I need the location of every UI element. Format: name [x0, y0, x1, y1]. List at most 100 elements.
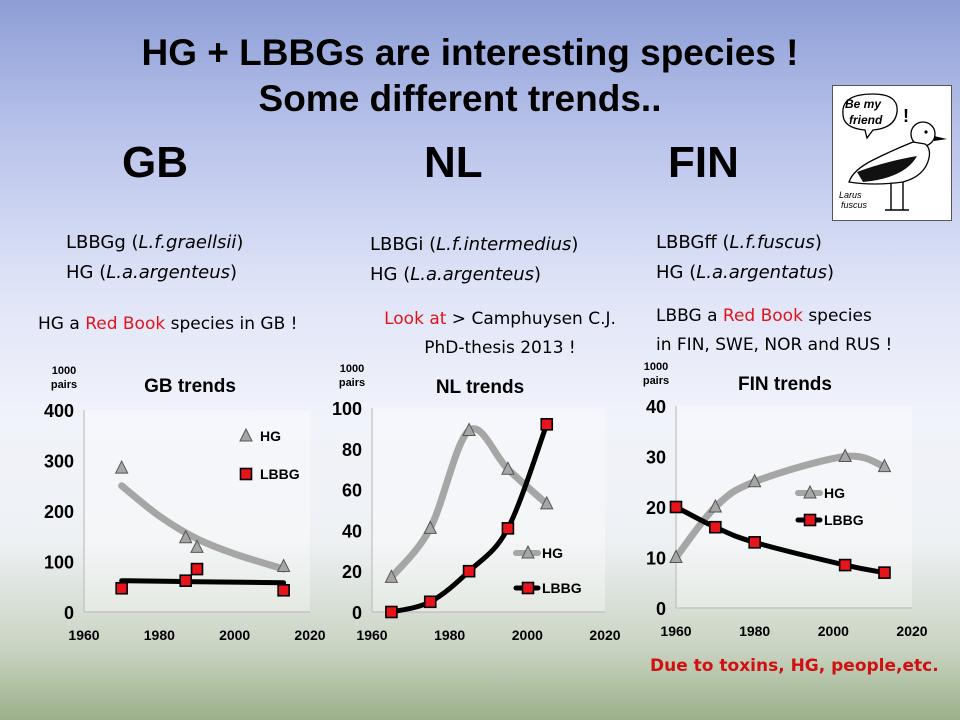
- gb-ytick: 300: [44, 452, 74, 472]
- fin-ytick: 40: [646, 397, 666, 417]
- gb-xtick: 2020: [294, 627, 325, 643]
- nl-ytick: 80: [342, 440, 362, 460]
- fin-ytick: 0: [656, 599, 666, 619]
- fin-lbbg-point: [709, 520, 722, 534]
- slide-title-line1: HG + LBBGs are interesting species !: [141, 32, 799, 73]
- nl-hg-point: [539, 495, 554, 510]
- badge-mark: !: [903, 106, 909, 126]
- nl-legend-hg-marker: [521, 544, 535, 559]
- gb-hg-point: [276, 558, 291, 573]
- fin-lbbg-point: [748, 536, 761, 549]
- gull-cartoon-icon: Be my friend ! Larus fuscus: [839, 93, 947, 211]
- fin-hg-point: [669, 549, 683, 563]
- fin-ylabel-line1: 1000: [644, 361, 668, 373]
- fin-ytick: 30: [646, 448, 666, 468]
- nl-ytick: 0: [352, 603, 362, 623]
- nl-xtick: 1980: [434, 627, 465, 643]
- gb-legend-lbbg-marker: [239, 467, 253, 481]
- nl-hg-point: [462, 422, 476, 436]
- fin-xtick: 1980: [739, 623, 770, 639]
- gb-lbbg-point: [115, 581, 128, 595]
- be-my-friend-badge: Be my friend ! Larus fuscus: [832, 85, 952, 221]
- fin-hg-point: [708, 498, 723, 513]
- country-gb: GB: [122, 138, 188, 187]
- nl-ytick: 100: [332, 399, 362, 419]
- nl-lbbg-point: [462, 564, 476, 578]
- country-fin: FIN: [668, 138, 739, 187]
- fin-hg-point: [877, 458, 892, 473]
- nl-trends-chart: NL trends 1000 pairs 0 20 40 60 80 100 1960 1980 20…: [332, 363, 620, 643]
- fin-xtick: 2020: [896, 623, 927, 639]
- fin-subspecies: LBBGff (L.f.fuscus) HG (L.a.argentatus): [656, 228, 834, 288]
- nl-ylabel-line1: 1000: [340, 363, 364, 375]
- nl-ytick: 40: [342, 521, 362, 541]
- gb-ytick: 400: [44, 401, 74, 421]
- slide-title-line2: Some different trends..: [258, 78, 662, 119]
- fin-note: LBBG a Red Book species in FIN, SWE, NOR…: [656, 306, 893, 355]
- gb-xtick: 2000: [219, 627, 250, 643]
- nl-chart-title: NL trends: [436, 377, 524, 398]
- nl-xtick: 2020: [589, 627, 620, 643]
- nl-legend-lbbg-marker: [521, 581, 535, 595]
- fin-hg-point: [838, 448, 852, 462]
- gb-xtick: 1960: [68, 627, 99, 643]
- gb-hg-line: [118, 482, 288, 573]
- footer-note: Due to toxins, HG, people,etc.: [650, 656, 939, 676]
- gb-trends-chart: GB trends 1000 pairs 0 100 200 300 400 1960 1980 2…: [44, 365, 326, 643]
- gb-chart-title: GB trends: [144, 376, 236, 397]
- fin-sub-line1: LBBGff (L.f.fuscus): [656, 232, 822, 253]
- fin-ytick: 20: [646, 498, 666, 518]
- gb-note: HG a Red Book species in GB !: [38, 314, 298, 334]
- gb-lbbg-point: [190, 562, 204, 576]
- gb-hg-point: [190, 539, 204, 553]
- badge-latin-1: Larus: [839, 190, 862, 200]
- fin-xtick: 2000: [818, 623, 849, 639]
- country-nl: NL: [424, 138, 483, 187]
- gb-legend-label: LBBG: [260, 466, 300, 482]
- nl-ytick: 20: [342, 562, 362, 582]
- fin-hg-point: [747, 473, 762, 488]
- fin-ylabel-line2: pairs: [643, 375, 669, 387]
- gb-hg-point: [114, 459, 129, 474]
- nl-ytick: 60: [342, 481, 362, 501]
- fin-legend-label: HG: [824, 485, 845, 501]
- nl-hg-point: [423, 520, 438, 534]
- fin-trends-chart: FIN trends 1000 pairs 0 10 20 30 40 1960 1980 2000…: [643, 361, 928, 639]
- gb-xtick: 1980: [144, 627, 175, 643]
- nl-note: Look at > Camphuysen C.J. PhD-thesis 201…: [384, 309, 616, 358]
- nl-legend-label: LBBG: [542, 580, 582, 596]
- gb-legend-label: HG: [260, 428, 281, 444]
- nl-hg-point: [501, 461, 515, 475]
- nl-lbbg-point: [540, 418, 554, 431]
- gb-subspecies: LBBGg (L.f.graellsii) HG (L.a.argenteus): [66, 228, 243, 288]
- gb-sub-line2: HG (L.a.argenteus): [66, 262, 238, 283]
- badge-text-2: friend: [849, 113, 883, 127]
- badge-latin-2: fuscus: [841, 200, 868, 210]
- badge-text-1: Be my: [845, 97, 882, 111]
- nl-lbbg-point: [423, 595, 437, 609]
- gb-ylabel-line1: 1000: [52, 365, 76, 377]
- nl-hg-point: [384, 569, 399, 583]
- nl-xtick: 1960: [356, 627, 387, 643]
- fin-lbbg-point: [878, 566, 891, 579]
- nl-xtick: 2000: [512, 627, 543, 643]
- gb-ytick: 0: [64, 603, 74, 623]
- gb-ylabel-line2: pairs: [51, 379, 77, 391]
- nl-lbbg-point: [385, 605, 398, 619]
- fin-legend-hg-marker: [803, 484, 817, 499]
- gb-lbbg-point: [179, 574, 192, 587]
- fin-chart-title: FIN trends: [738, 374, 832, 395]
- gb-legend-hg-marker: [239, 427, 253, 442]
- gb-ytick: 200: [44, 502, 74, 522]
- nl-ylabel-line2: pairs: [339, 377, 365, 389]
- fin-lbbg-point: [669, 500, 683, 514]
- gb-sub-line1: LBBGg (L.f.graellsii): [66, 232, 244, 253]
- nl-subspecies: LBBGi (L.f.intermedius) HG (L.a.argenteu…: [370, 230, 578, 290]
- gb-hg-point: [178, 529, 193, 544]
- nl-legend-label: HG: [542, 545, 563, 561]
- nl-lbbg-point: [501, 522, 515, 535]
- gb-lbbg-point: [277, 583, 290, 597]
- fin-sub-line2: HG (L.a.argentatus): [656, 262, 835, 283]
- gb-ytick: 100: [44, 553, 74, 573]
- fin-legend-label: LBBG: [824, 512, 864, 528]
